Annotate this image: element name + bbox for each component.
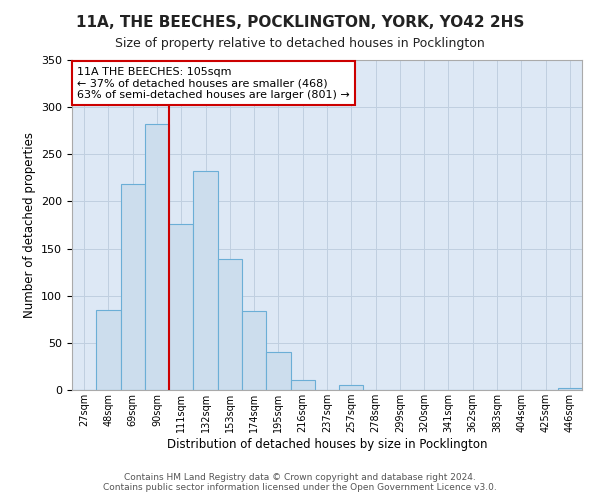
Bar	[339, 386, 364, 390]
Text: Contains HM Land Registry data © Crown copyright and database right 2024.
Contai: Contains HM Land Registry data © Crown c…	[103, 473, 497, 492]
Text: 11A, THE BEECHES, POCKLINGTON, YORK, YO42 2HS: 11A, THE BEECHES, POCKLINGTON, YORK, YO4…	[76, 15, 524, 30]
Bar	[145, 124, 169, 390]
Bar	[96, 310, 121, 390]
Bar	[193, 172, 218, 390]
Bar	[242, 311, 266, 390]
Bar	[290, 380, 315, 390]
Y-axis label: Number of detached properties: Number of detached properties	[23, 132, 35, 318]
Bar	[169, 224, 193, 390]
Text: Size of property relative to detached houses in Pocklington: Size of property relative to detached ho…	[115, 38, 485, 51]
X-axis label: Distribution of detached houses by size in Pocklington: Distribution of detached houses by size …	[167, 438, 487, 451]
Bar	[121, 184, 145, 390]
Bar	[558, 388, 582, 390]
Text: 11A THE BEECHES: 105sqm
← 37% of detached houses are smaller (468)
63% of semi-d: 11A THE BEECHES: 105sqm ← 37% of detache…	[77, 66, 350, 100]
Bar	[218, 259, 242, 390]
Bar	[266, 352, 290, 390]
